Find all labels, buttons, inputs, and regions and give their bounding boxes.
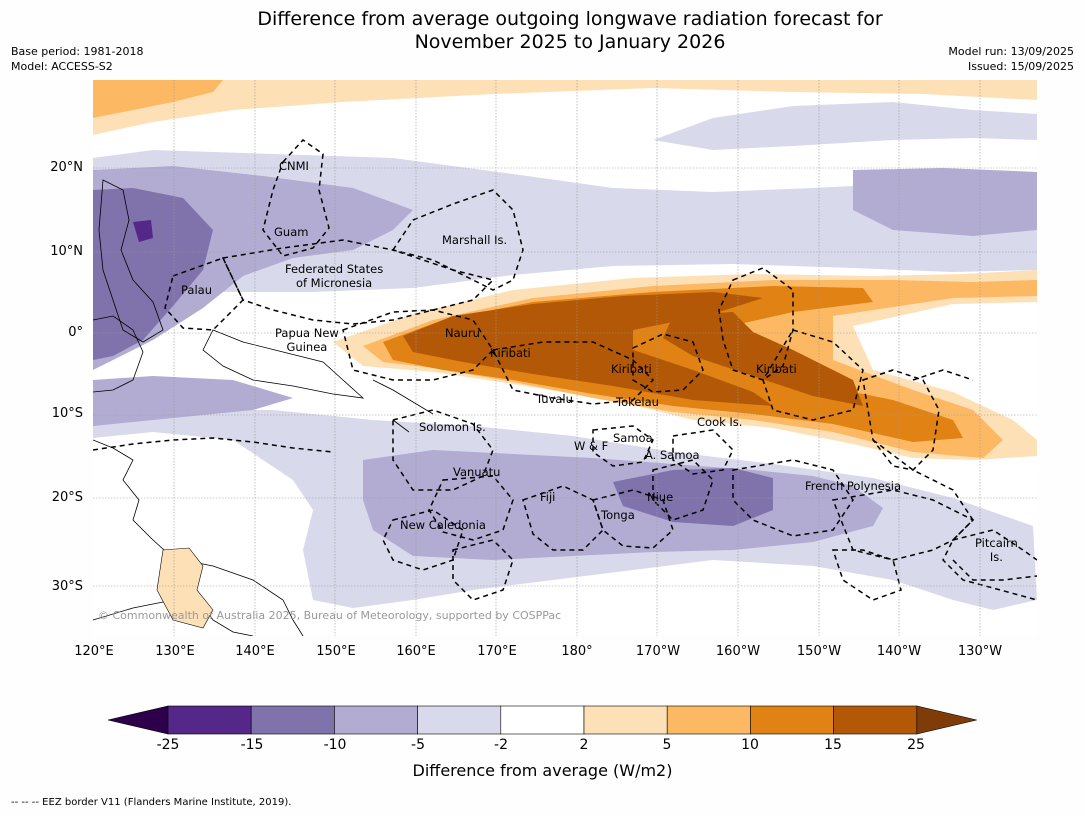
colorbar-cell [583, 705, 668, 735]
xtick-label: 160°W [715, 644, 761, 659]
place-label-png: Papua New Guinea [275, 326, 339, 354]
colorbar-cell [833, 705, 918, 735]
place-label-cnmi: CNMI [279, 159, 309, 173]
land-borneo [93, 315, 144, 393]
place-label-fsm-line1: Federated States [285, 262, 384, 276]
xtick-label: 160°E [396, 644, 436, 659]
ytick-label: 10°N [50, 244, 83, 259]
colorbar-tick: -2 [494, 737, 508, 753]
xtick-label: 170°E [477, 644, 517, 659]
ytick-label: 30°S [51, 579, 83, 594]
place-label-vanuatu: Vanuatu [453, 465, 501, 479]
land-australia-coast [93, 439, 304, 636]
anomaly-region-nw-darkest [133, 220, 153, 242]
place-label-fsm: Federated States of Micronesia [285, 262, 383, 290]
colorbar-tick: 2 [579, 737, 589, 753]
place-label-fsm-line2: of Micronesia [295, 276, 373, 290]
place-label-pitcairn-line2: Is. [989, 550, 1003, 564]
colorbar-extend-low [107, 705, 169, 735]
place-label-cook: Cook Is. [697, 415, 743, 429]
place-label-kiribati-west: Kiribati [490, 346, 531, 360]
ytick-label: 20°S [51, 490, 83, 505]
xtick-label: 130°W [957, 644, 1003, 659]
colorbar [107, 705, 977, 735]
land-new-guinea [202, 329, 365, 399]
colorbar-label: Difference from average (W/m2) [412, 761, 673, 780]
xtick-label: 130°E [155, 644, 195, 659]
forecast-map [93, 80, 1037, 636]
colorbar-cell [417, 705, 502, 735]
ytick-label: 0° [68, 325, 83, 340]
place-label-pitcairn: Pitcairn Is. [975, 536, 1018, 564]
colorbar-cell [167, 705, 252, 735]
place-label-nauru: Nauru [445, 326, 480, 340]
colorbar-cells [107, 705, 977, 735]
anomaly-region-equator-brown [403, 292, 863, 406]
xtick-label: 150°W [796, 644, 842, 659]
place-label-pitcairn-line1: Pitcairn [975, 536, 1018, 550]
place-label-png-line2: Guinea [286, 340, 328, 354]
xtick-label: 180° [561, 644, 593, 659]
colorbar-tick: -5 [411, 737, 425, 753]
xtick-label: 120°E [74, 644, 114, 659]
ytick-label: 10°S [51, 406, 83, 421]
colorbar-tick: 25 [907, 737, 925, 753]
base-period: Base period: 1981-2018 [11, 45, 144, 58]
place-label-tonga: Tonga [601, 508, 635, 522]
place-label-new-caledonia: New Caledonia [400, 518, 486, 532]
place-label-samoa: Samoa [613, 431, 653, 445]
place-label-fiji: Fiji [540, 490, 556, 504]
title-line-1: Difference from average outgoing longwav… [257, 8, 883, 30]
place-label-kiribati-east: Kiribati [756, 362, 797, 376]
ytick-label: 20°N [50, 160, 83, 175]
colorbar-cell [500, 705, 585, 735]
colorbar-tick: 15 [824, 737, 842, 753]
colorbar-tick: -25 [156, 737, 180, 753]
xtick-label: 150°E [316, 644, 356, 659]
issued-date: Issued: 15/09/2025 [967, 60, 1074, 73]
anomaly-region-nw-darkpurple [93, 188, 213, 360]
colorbar-cell [334, 705, 418, 735]
place-label-guam: Guam [274, 225, 309, 239]
anomaly-region-north-orange [93, 80, 1037, 135]
colorbar-cell [250, 705, 335, 735]
graticule [93, 80, 1037, 636]
eez-footnote: -- -- -- EEZ border V11 (Flanders Marine… [11, 797, 292, 808]
xtick-label: 140°E [235, 644, 275, 659]
land-solomon-chain [372, 379, 434, 433]
anomaly-region-north-orange-2 [93, 80, 223, 118]
model-run: Model run: 13/09/2025 [948, 45, 1074, 58]
place-label-niue: Niue [647, 490, 674, 504]
xtick-label: 140°W [876, 644, 922, 659]
place-label-marshall: Marshall Is. [442, 233, 508, 247]
place-label-american-samoa: A. Samoa [645, 448, 700, 462]
place-label-tuvalu: Tuvalu [536, 392, 573, 406]
xtick-label: 170°W [635, 644, 681, 659]
chart-title: Difference from average outgoing longwav… [0, 8, 1085, 54]
place-label-solomon: Solomon Is. [419, 420, 486, 434]
place-label-palau: Palau [181, 283, 212, 297]
colorbar-cell [750, 705, 834, 735]
anomaly-region-nw-purple [93, 166, 1037, 370]
title-line-2: November 2025 to January 2026 [414, 31, 726, 53]
land-new-zealand-north [156, 547, 214, 629]
place-label-tokelau: Tokelau [616, 395, 659, 409]
colorbar-cell [666, 705, 751, 735]
colorbar-tick: -10 [323, 737, 347, 753]
colorbar-extend-high [916, 705, 977, 735]
place-label-png-line1: Papua New [275, 326, 339, 340]
place-label-kiribati-central: Kiribati [611, 362, 652, 376]
colorbar-tick: -15 [240, 737, 264, 753]
meta-left: Base period: 1981-2018 Model: ACCESS-S2 [11, 44, 143, 74]
colorbar-tick: 10 [741, 737, 759, 753]
model-name: Model: ACCESS-S2 [11, 60, 113, 73]
eez-borders [93, 139, 1037, 601]
copyright-notice: © Commonwealth of Australia 2025, Bureau… [98, 609, 562, 622]
colorbar-tick: 5 [662, 737, 672, 753]
place-label-wallis-futuna: W & F [574, 439, 609, 453]
place-label-french-polynesia: French Polynesia [805, 479, 902, 493]
meta-right: Model run: 13/09/2025 Issued: 15/09/2025 [948, 44, 1074, 74]
anomaly-region-south-darkpurple [613, 468, 773, 526]
land-philippines [98, 179, 164, 343]
